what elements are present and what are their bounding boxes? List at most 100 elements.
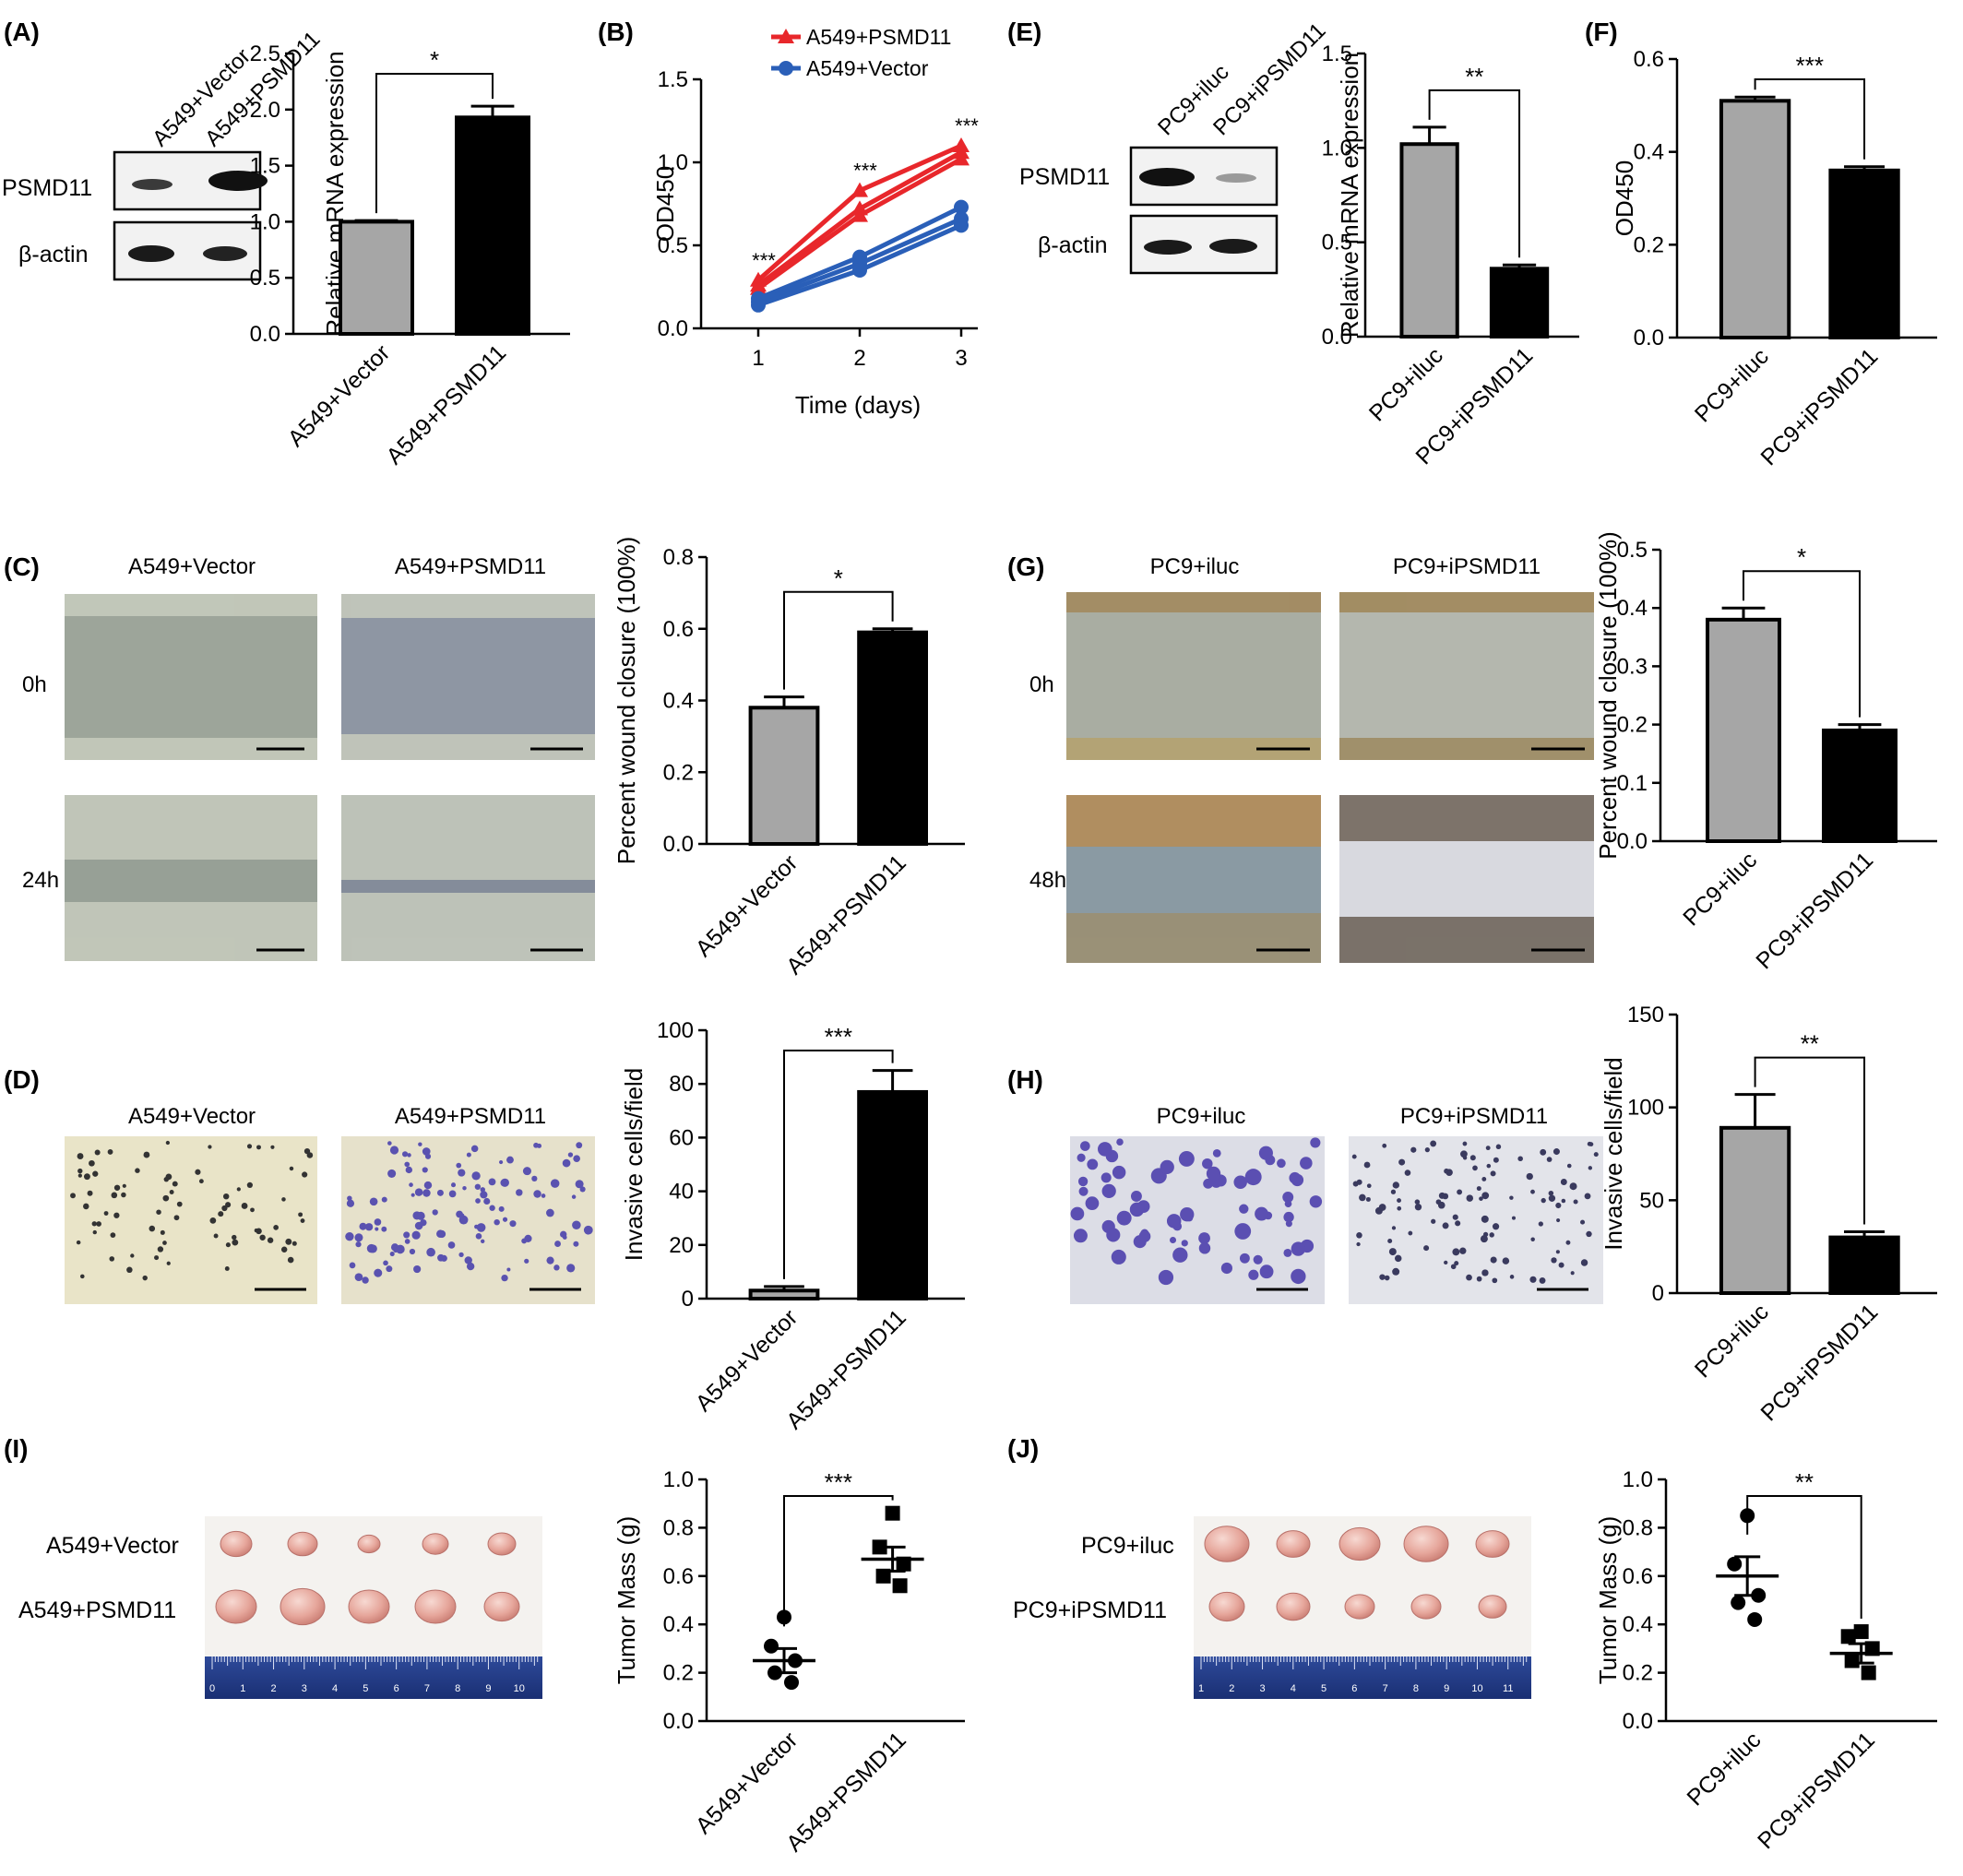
panel-letter-e: (E) bbox=[1007, 18, 1041, 46]
stained-cell bbox=[1300, 1157, 1313, 1170]
stained-cell bbox=[1573, 1199, 1578, 1205]
stained-cell bbox=[77, 1173, 82, 1178]
data-point bbox=[751, 297, 766, 313]
stained-cell bbox=[113, 1212, 120, 1218]
stained-cell bbox=[1530, 1189, 1535, 1194]
stained-cell bbox=[1548, 1194, 1556, 1202]
stained-cell bbox=[94, 1149, 101, 1156]
stained-cell bbox=[401, 1151, 409, 1158]
stained-cell bbox=[404, 1161, 410, 1168]
stained-cell bbox=[1462, 1141, 1468, 1146]
stained-cell bbox=[1239, 1204, 1249, 1214]
stained-cell bbox=[374, 1268, 383, 1277]
stained-cell bbox=[576, 1142, 583, 1149]
y-tick-label: 100 bbox=[657, 1018, 694, 1043]
stained-cell bbox=[1588, 1166, 1593, 1170]
stained-cell bbox=[1450, 1264, 1457, 1270]
x-category-label: PC9+iPSMD11 bbox=[1755, 343, 1883, 470]
stained-cell bbox=[521, 1238, 528, 1244]
stained-cell bbox=[1283, 1211, 1294, 1223]
data-point bbox=[892, 1578, 908, 1594]
ruler-number: 10 bbox=[1471, 1683, 1482, 1694]
cell-band bbox=[1066, 592, 1321, 612]
stained-cell bbox=[198, 1179, 204, 1184]
stained-cell bbox=[1244, 1169, 1262, 1186]
stained-cell bbox=[480, 1191, 488, 1199]
stained-cell bbox=[1472, 1165, 1478, 1171]
data-point bbox=[954, 218, 969, 233]
y-tick-label: 0.6 bbox=[1634, 47, 1664, 72]
scale-bars bbox=[1256, 747, 1585, 952]
stained-cell bbox=[1363, 1161, 1371, 1169]
micrograph bbox=[1349, 1136, 1603, 1304]
stained-cell bbox=[369, 1197, 378, 1206]
bar bbox=[339, 220, 414, 336]
panel-letter-i: (I) bbox=[4, 1434, 28, 1463]
y-tick-label: 0.2 bbox=[1623, 1661, 1653, 1686]
ruler-number: 3 bbox=[302, 1683, 307, 1694]
y-tick-label: 0.2 bbox=[1617, 713, 1648, 738]
significance-label: *** bbox=[955, 114, 979, 137]
stained-cell bbox=[83, 1203, 89, 1210]
bar bbox=[857, 1089, 929, 1301]
stained-cell bbox=[516, 1189, 523, 1196]
stained-cell bbox=[160, 1229, 165, 1235]
stained-cell bbox=[1289, 1171, 1301, 1184]
x-category-label: PC9+iluc bbox=[1678, 847, 1762, 931]
stained-cell bbox=[459, 1213, 465, 1218]
stained-cell bbox=[409, 1182, 413, 1187]
stained-cell bbox=[169, 1190, 174, 1194]
y-axis-label: Tumor Mass (g) bbox=[1594, 1516, 1622, 1685]
stained-cell bbox=[346, 1199, 355, 1207]
stained-cell bbox=[1255, 1206, 1268, 1221]
protein-label: β-actin bbox=[18, 242, 89, 267]
ruler-number: 6 bbox=[1351, 1683, 1357, 1694]
stained-cell bbox=[162, 1194, 170, 1202]
stained-cell bbox=[1160, 1159, 1174, 1175]
significance-label: *** bbox=[752, 249, 776, 272]
column-label: A549+Vector bbox=[128, 1104, 256, 1129]
micrograph bbox=[65, 594, 317, 760]
stained-cell bbox=[1130, 1191, 1142, 1202]
stained-cell bbox=[1462, 1156, 1468, 1160]
y-tick-label: 0.0 bbox=[663, 832, 694, 857]
data-point bbox=[1861, 1665, 1876, 1680]
row-label: 48h bbox=[1029, 868, 1066, 893]
tumors bbox=[215, 1530, 520, 1626]
stained-cell bbox=[1541, 1197, 1546, 1204]
stained-cell bbox=[1423, 1245, 1430, 1252]
stained-cell bbox=[1408, 1230, 1413, 1236]
stained-cell bbox=[567, 1152, 574, 1158]
x-category-label: PC9+iluc bbox=[1690, 1299, 1774, 1383]
stained-cell bbox=[458, 1215, 469, 1225]
stained-cell bbox=[1077, 1176, 1089, 1187]
y-tick-label: 1.5 bbox=[1322, 42, 1352, 66]
stained-cell bbox=[572, 1220, 581, 1229]
y-tick-label: 1.5 bbox=[250, 154, 280, 179]
stained-cell bbox=[1356, 1241, 1361, 1247]
stained-cell bbox=[1166, 1214, 1182, 1229]
significance-label: * bbox=[834, 564, 843, 592]
x-category-label: PC9+iPSMD11 bbox=[1755, 1299, 1883, 1426]
stained-cell bbox=[110, 1232, 116, 1239]
stained-cell bbox=[499, 1159, 504, 1165]
stained-cell bbox=[77, 1168, 83, 1174]
y-tick-label: 0.0 bbox=[1623, 1709, 1653, 1734]
stained-cell bbox=[1558, 1262, 1564, 1268]
y-tick-label: 0.4 bbox=[1623, 1612, 1653, 1637]
stained-cell bbox=[448, 1190, 457, 1198]
column-label: PC9+iPSMD11 bbox=[1393, 554, 1541, 579]
stained-cell bbox=[1234, 1223, 1252, 1240]
tumor bbox=[487, 1532, 517, 1556]
x-category-label: A549+Vector bbox=[691, 1727, 803, 1839]
significance-label: *** bbox=[825, 1023, 852, 1051]
legend-swatch-marker bbox=[779, 61, 793, 76]
x-tick-label: 3 bbox=[955, 346, 967, 371]
stained-cell bbox=[1584, 1193, 1591, 1200]
stained-cell bbox=[107, 1149, 113, 1155]
stained-cell bbox=[422, 1167, 428, 1173]
stained-cell bbox=[1431, 1218, 1436, 1224]
stained-cell bbox=[195, 1169, 201, 1175]
micrographs-g: PC9+iluc PC9+iPSMD11 0h 48h bbox=[1029, 554, 1594, 963]
y-tick-label: 50 bbox=[1639, 1188, 1664, 1213]
